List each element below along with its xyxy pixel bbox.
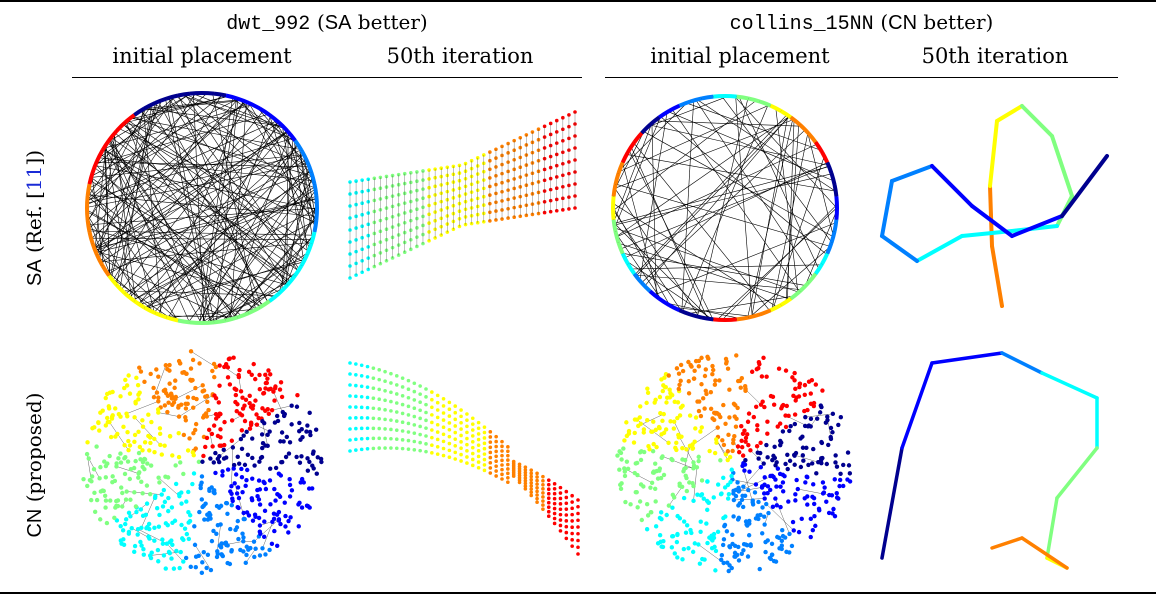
- bottom-rule: [0, 592, 1156, 594]
- right-group-method: CN: [888, 12, 918, 34]
- left-group-dataset: dwt_992: [226, 13, 311, 36]
- panel-dwt-sa-initial: [85, 91, 319, 325]
- right-iteration-header: 50th iteration: [921, 44, 1069, 68]
- panel-collins-cn-iteration: [880, 351, 1099, 570]
- right-group-rule: [605, 77, 1118, 78]
- panel-dwt-sa-iteration: [348, 110, 577, 280]
- row-label-cn: CN (proposed): [22, 392, 46, 538]
- panel-dwt-cn-initial: [81, 349, 324, 576]
- panel-collins-sa-iteration: [880, 104, 1109, 308]
- panel-collins-sa-initial: [611, 94, 839, 322]
- top-rule: [0, 0, 1156, 2]
- left-group-title: dwt_992 (SA better): [226, 10, 428, 36]
- panel-collins-cn-initial: [615, 353, 853, 574]
- left-iteration-header: 50th iteration: [386, 44, 534, 68]
- reference-link[interactable]: 11: [22, 165, 46, 192]
- panel-dwt-cn-iteration: [348, 361, 580, 556]
- right-initial-header: initial placement: [650, 44, 830, 68]
- left-group-rule: [72, 77, 582, 78]
- row-label-sa: SA (Ref. [11]): [22, 150, 46, 287]
- right-group-title: collins_15NN (CN better): [729, 10, 994, 36]
- left-initial-header: initial placement: [112, 44, 292, 68]
- left-group-method: SA: [324, 12, 352, 34]
- right-group-dataset: collins_15NN: [729, 13, 874, 36]
